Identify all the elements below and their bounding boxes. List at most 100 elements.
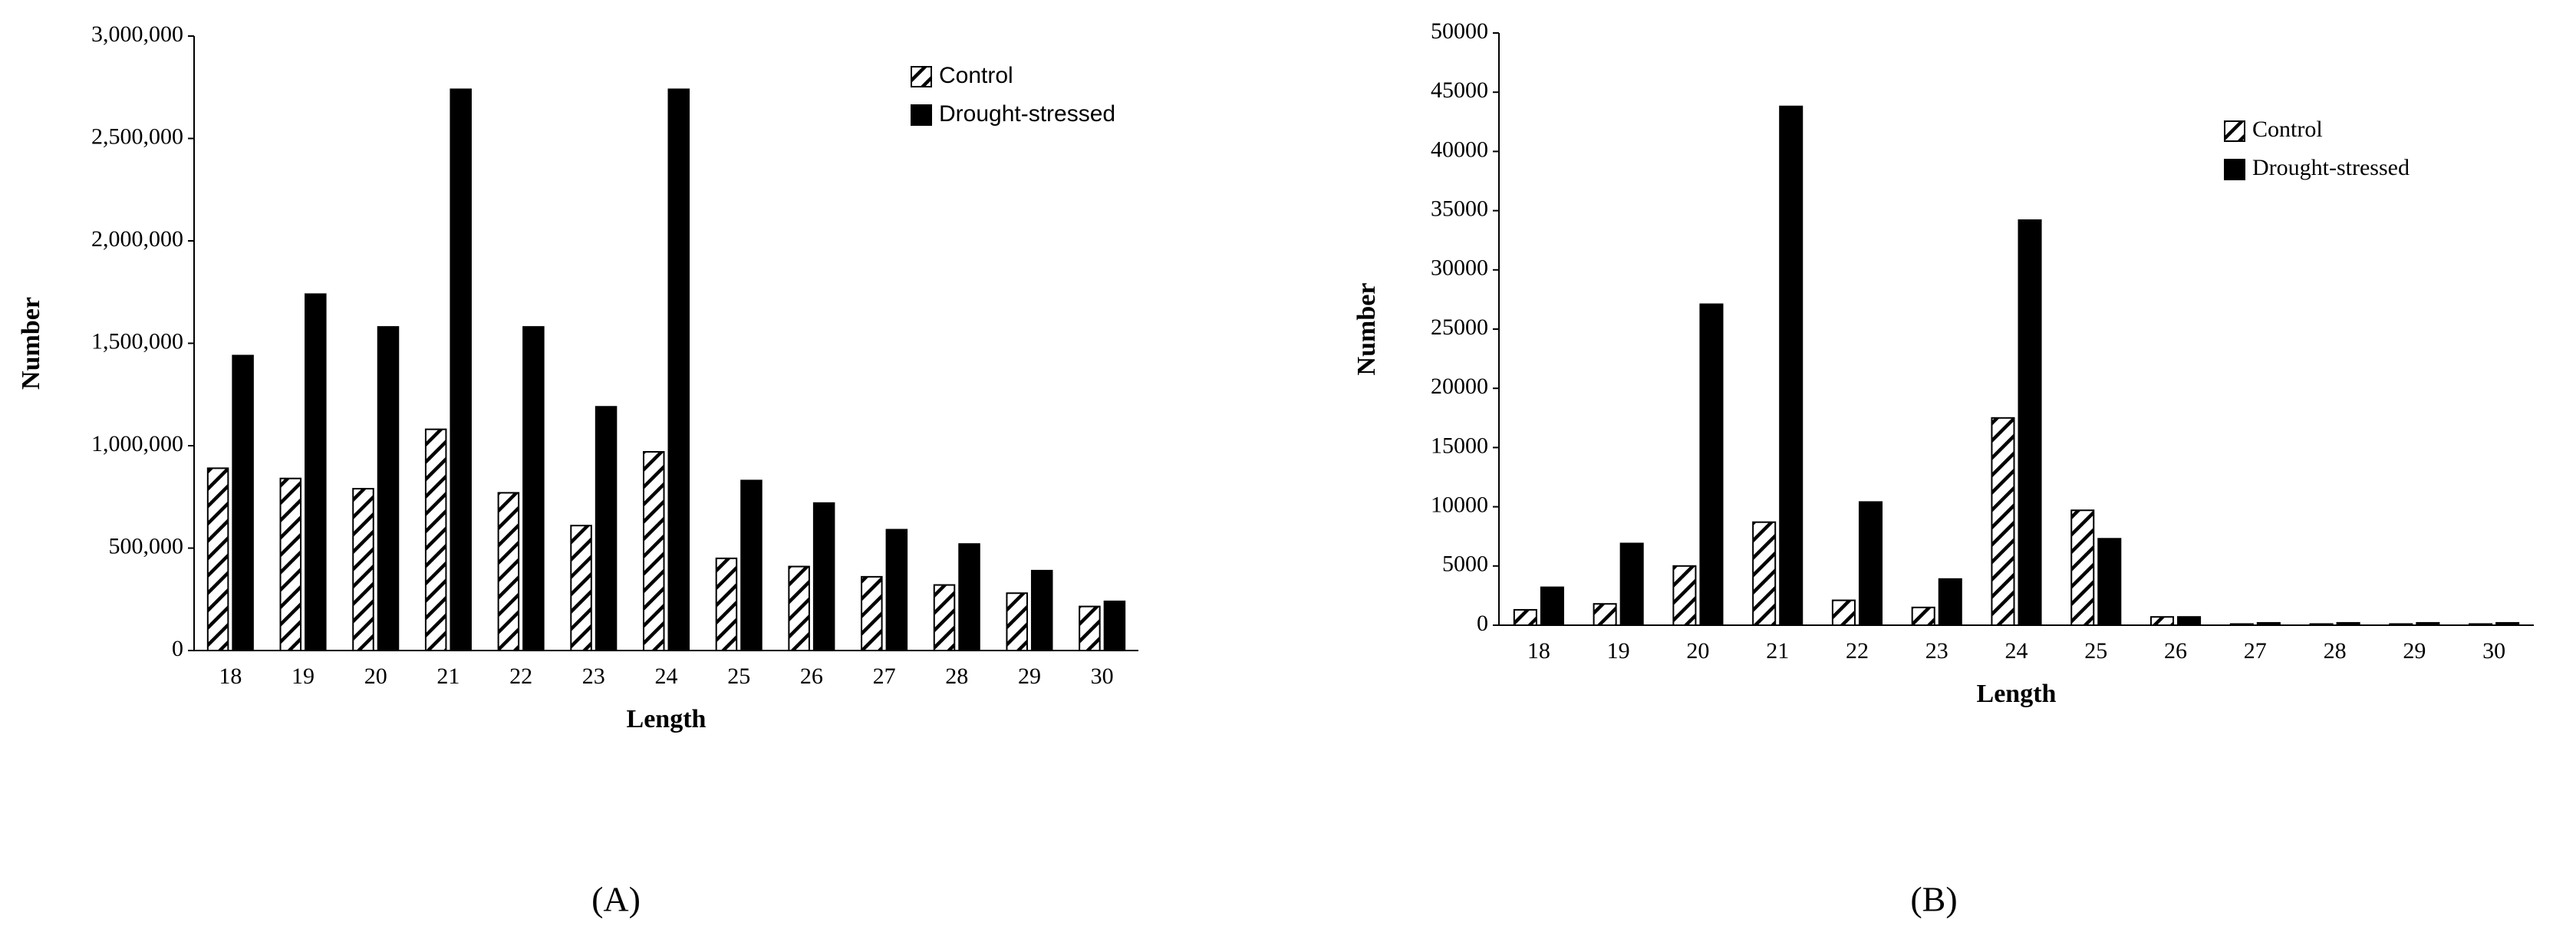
bar	[2097, 538, 2122, 627]
x-tick-label: 28	[945, 664, 968, 689]
x-tick-label: 22	[509, 664, 532, 689]
y-tick-label: 500,000	[109, 533, 184, 558]
x-tick-label: 25	[727, 664, 750, 689]
bar	[1699, 303, 1724, 626]
bar	[2018, 219, 2042, 626]
bar	[2495, 621, 2520, 626]
bar	[305, 293, 327, 651]
x-axis-title: Length	[627, 705, 707, 733]
bar	[497, 492, 520, 651]
x-tick-label: 30	[2482, 638, 2505, 664]
bar	[1540, 586, 1564, 626]
bar	[715, 557, 738, 651]
bar	[2070, 509, 2095, 626]
x-tick-label: 18	[219, 664, 242, 689]
bar	[933, 584, 956, 651]
legend-label: Control	[939, 63, 1013, 88]
legend-label: Control	[2252, 117, 2323, 142]
bar	[2416, 621, 2440, 626]
legend-swatch	[911, 66, 932, 87]
bar	[958, 543, 980, 651]
y-tick-label: 3,000,000	[91, 21, 183, 47]
bar	[2469, 623, 2493, 626]
bar	[2229, 623, 2254, 626]
y-tick-label: 45000	[1431, 77, 1488, 103]
y-tick-label: 25000	[1431, 315, 1488, 340]
legend-label: Drought-stressed	[939, 101, 1115, 127]
y-tick-label: 5000	[1442, 552, 1488, 577]
y-tick-label: 2,000,000	[91, 226, 183, 252]
bar	[279, 477, 302, 651]
panel-label: (A)	[591, 880, 641, 919]
bar	[2309, 623, 2334, 626]
bar	[522, 326, 545, 651]
bar	[1103, 600, 1126, 651]
x-tick-label: 21	[436, 664, 460, 689]
bar	[1991, 417, 2015, 626]
bar	[1858, 501, 1883, 627]
bar	[2389, 623, 2413, 626]
bar	[2149, 616, 2175, 627]
y-tick-label: 2,500,000	[91, 124, 183, 149]
x-tick-label: 22	[1846, 638, 1869, 664]
bar	[377, 326, 400, 651]
bar	[424, 428, 447, 651]
bar	[2256, 621, 2281, 626]
x-tick-label: 30	[1091, 664, 1114, 689]
bar	[450, 88, 472, 652]
x-tick-label: 19	[1607, 638, 1630, 664]
bar	[885, 529, 908, 651]
bar	[1030, 569, 1053, 651]
bar	[232, 354, 254, 651]
bar	[1619, 542, 1644, 626]
bar	[788, 565, 810, 652]
y-axis-title: Number	[17, 297, 45, 390]
x-tick-label: 20	[1686, 638, 1709, 664]
y-tick-label: 15000	[1431, 433, 1488, 458]
legend-label: Drought-stressed	[2252, 155, 2410, 180]
x-tick-label: 27	[873, 664, 896, 689]
bar	[1938, 578, 1962, 626]
bar	[1672, 565, 1697, 626]
x-tick-label: 27	[2244, 638, 2267, 664]
bar	[1006, 592, 1028, 651]
panel-label: (B)	[1910, 880, 1957, 919]
legend-swatch	[911, 104, 932, 126]
bar	[1752, 521, 1777, 626]
y-axis-title: Number	[1352, 283, 1381, 376]
x-axis-title: Length	[1977, 680, 2057, 708]
bar	[570, 525, 592, 651]
x-tick-label: 29	[1018, 664, 1041, 689]
x-tick-label: 26	[2164, 638, 2187, 664]
bar	[667, 88, 690, 652]
bar	[1593, 603, 1617, 627]
x-tick-label: 20	[364, 664, 387, 689]
bar	[2336, 621, 2360, 626]
bar	[595, 406, 618, 652]
y-tick-label: 30000	[1431, 255, 1488, 281]
y-tick-label: 1,500,000	[91, 328, 183, 354]
bar	[812, 502, 835, 652]
bar	[1079, 605, 1101, 651]
x-tick-label: 24	[2005, 638, 2028, 664]
x-tick-label: 28	[2324, 638, 2347, 664]
bar	[1911, 606, 1935, 627]
x-tick-label: 23	[582, 664, 605, 689]
bar	[352, 488, 374, 651]
y-tick-label: 50000	[1431, 18, 1488, 44]
y-tick-label: 40000	[1431, 137, 1488, 162]
x-tick-label: 24	[655, 664, 678, 689]
y-tick-label: 0	[1477, 611, 1488, 636]
bar	[1831, 599, 1856, 626]
bar	[2177, 616, 2202, 627]
x-tick-label: 18	[1527, 638, 1550, 664]
bar	[206, 467, 229, 651]
y-tick-label: 35000	[1431, 196, 1488, 221]
y-tick-label: 20000	[1431, 374, 1488, 399]
y-tick-label: 1,000,000	[91, 431, 183, 456]
x-tick-label: 19	[292, 664, 315, 689]
legend-swatch	[2224, 120, 2245, 142]
x-tick-label: 23	[1925, 638, 1948, 664]
